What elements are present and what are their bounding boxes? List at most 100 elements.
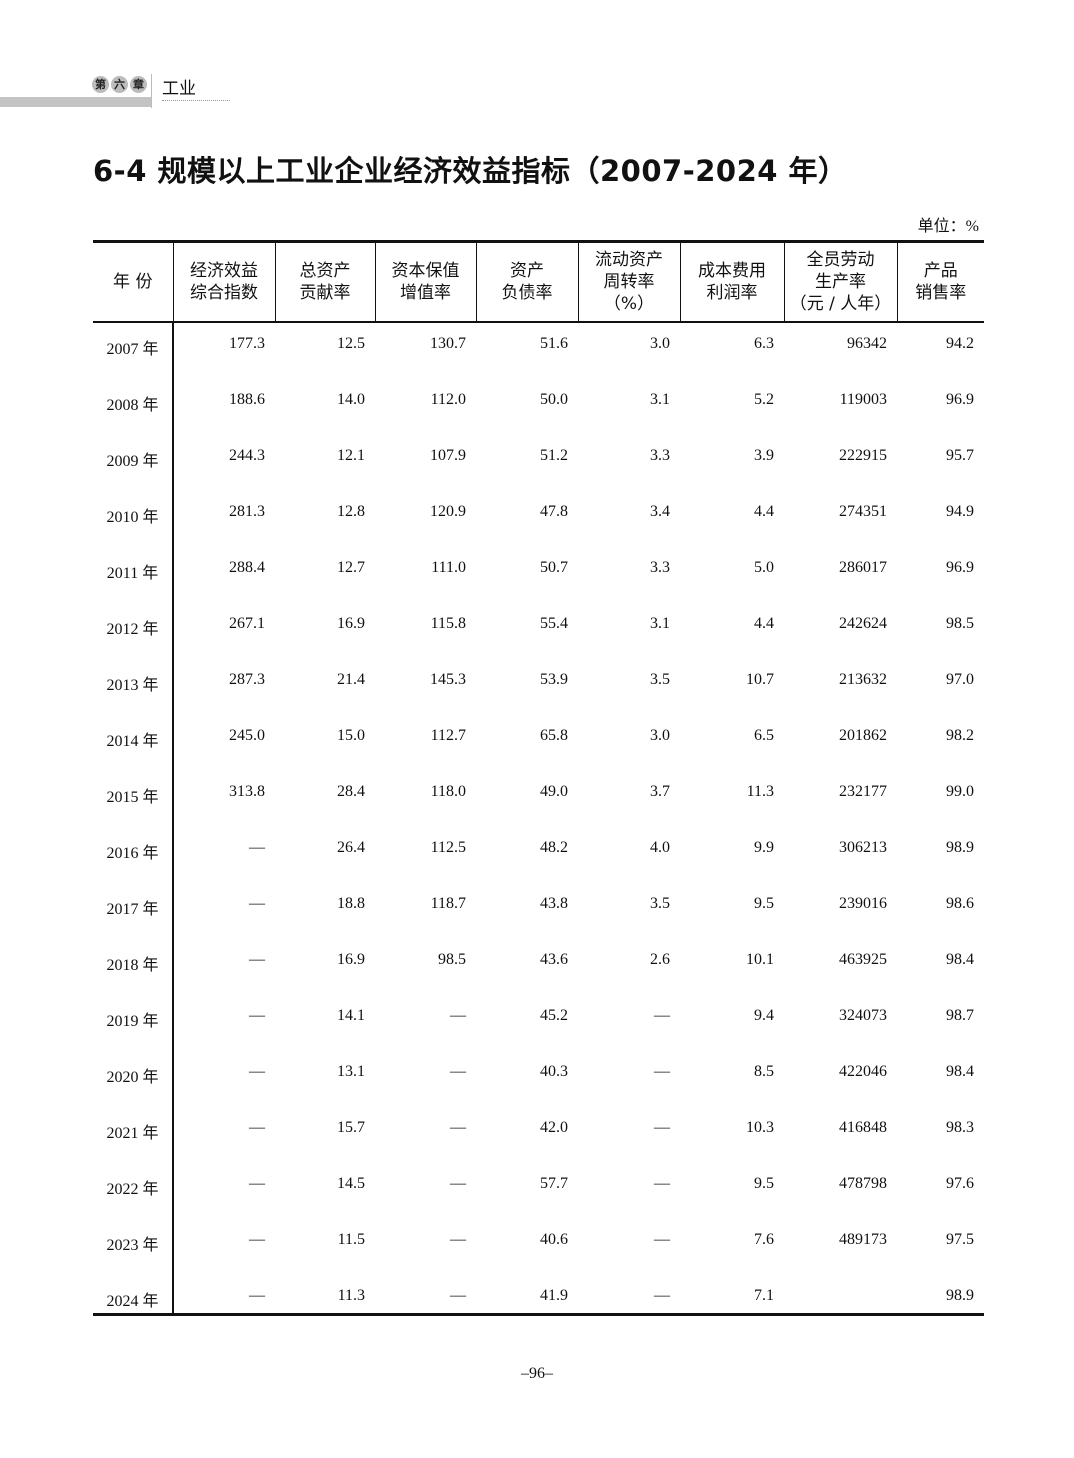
value-cell: 96.9 (946, 391, 974, 408)
value-cell: 3.3 (650, 559, 670, 576)
table-row: 2023 年 — 11.5 — 40.6 — 7.6 489173 97.5 (93, 1219, 984, 1275)
value-cell: 201862 (839, 727, 887, 744)
value-cell: 478798 (839, 1175, 887, 1192)
value-cell: 118.7 (430, 895, 466, 912)
table-row: 2008 年 188.6 14.0 112.0 50.0 3.1 5.2 119003 96.9 (93, 379, 984, 435)
value-cell: — (654, 1119, 670, 1136)
value-cell: 47.8 (540, 503, 568, 520)
value-cell: 3.5 (650, 895, 670, 912)
column-header-line: 资产 (510, 261, 544, 281)
value-cell: 43.8 (540, 895, 568, 912)
value-cell: 9.5 (754, 1175, 774, 1192)
value-cell: 12.1 (337, 447, 365, 464)
value-cell: — (450, 1231, 466, 1248)
header-separator (151, 74, 152, 108)
value-cell: 12.5 (337, 335, 365, 352)
table-row: 2021 年 — 15.7 — 42.0 — 10.3 416848 98.3 (93, 1107, 984, 1163)
value-cell: — (249, 1007, 265, 1024)
value-cell: — (249, 951, 265, 968)
value-cell: 49.0 (540, 783, 568, 800)
column-header: 资产 负债率 (475, 241, 578, 323)
value-cell: 98.4 (946, 1063, 974, 1080)
value-cell: 239016 (839, 895, 887, 912)
value-cell: 4.4 (754, 503, 774, 520)
value-cell: 177.3 (229, 335, 265, 352)
page-title: 6-4 规模以上工业企业经济效益指标（2007-2024 年） (93, 154, 848, 188)
value-cell: 57.7 (540, 1175, 568, 1192)
value-cell: 94.2 (946, 335, 974, 352)
column-header-line: 成本费用 (698, 261, 766, 281)
table-row: 2018 年 — 16.9 98.5 43.6 2.6 10.1 463925 98.4 (93, 939, 984, 995)
value-cell: 111.0 (431, 559, 466, 576)
table-row: 2007 年 177.3 12.5 130.7 51.6 3.0 6.3 96342 94.2 (93, 322, 984, 379)
value-cell: 7.6 (754, 1231, 774, 1248)
table-row: 2024 年 — 11.3 — 41.9 — 7.1 98.9 (93, 1275, 984, 1315)
value-cell: 286017 (839, 559, 887, 576)
value-cell: 41.9 (540, 1287, 568, 1304)
value-cell: 12.7 (337, 559, 365, 576)
value-cell: 50.0 (540, 391, 568, 408)
value-cell: 2.6 (650, 951, 670, 968)
unit-label: 单位：% (917, 218, 979, 235)
table-row: 2019 年 — 14.1 — 45.2 — 9.4 324073 98.7 (93, 995, 984, 1051)
value-cell: 115.8 (430, 615, 466, 632)
value-cell: 463925 (839, 951, 887, 968)
column-header-line: 综合指数 (190, 283, 258, 303)
value-cell: 16.9 (337, 951, 365, 968)
value-cell: 98.9 (946, 1287, 974, 1304)
column-header-line: 总资产 (299, 261, 351, 281)
year-cell: 2021 年 (93, 1107, 174, 1163)
value-cell: 55.4 (540, 615, 568, 632)
year-cell: 2016 年 (93, 827, 174, 883)
value-cell: 188.6 (229, 391, 265, 408)
value-cell: 3.1 (650, 615, 670, 632)
value-cell: 324073 (839, 1007, 887, 1024)
year-cell: 2008 年 (93, 379, 174, 435)
column-header-line: 负债率 (501, 283, 553, 303)
column-header-line: （%） (603, 294, 655, 314)
value-cell: 7.1 (754, 1287, 774, 1304)
value-cell: 51.6 (540, 335, 568, 352)
value-cell: 45.2 (540, 1007, 568, 1024)
value-cell: 98.7 (946, 1007, 974, 1024)
value-cell: 48.2 (540, 839, 568, 856)
value-cell: 3.9 (754, 447, 774, 464)
table-row: 2014 年 245.0 15.0 112.7 65.8 3.0 6.5 201862 98.2 (93, 715, 984, 771)
value-cell: 98.6 (946, 895, 974, 912)
value-cell: 3.5 (650, 671, 670, 688)
year-cell: 2020 年 (93, 1051, 174, 1107)
value-cell: 8.5 (754, 1063, 774, 1080)
value-cell: 489173 (839, 1231, 887, 1248)
value-cell: 18.8 (337, 895, 365, 912)
value-cell: — (450, 1063, 466, 1080)
year-cell: 2017 年 (93, 883, 174, 939)
value-cell: — (654, 1007, 670, 1024)
year-cell: 2022 年 (93, 1163, 174, 1219)
value-cell: — (450, 1007, 466, 1024)
column-header-line: 销售率 (915, 283, 967, 303)
table-row: 2015 年 313.8 28.4 118.0 49.0 3.7 11.3 232177 99.… (93, 771, 984, 827)
section-label: 工业 (162, 74, 230, 101)
value-cell: 97.5 (946, 1231, 974, 1248)
value-cell: 11.3 (337, 1287, 365, 1304)
value-cell: 14.5 (337, 1175, 365, 1192)
page-number: –96– (521, 1365, 553, 1382)
value-cell: 97.0 (946, 671, 974, 688)
chapter-label: 第 六 章 (92, 76, 147, 93)
value-cell: 9.9 (754, 839, 774, 856)
chapter-char: 章 (130, 76, 147, 93)
value-cell: 274351 (839, 503, 887, 520)
value-cell: 15.0 (337, 727, 365, 744)
value-cell: 11.5 (337, 1231, 365, 1248)
year-cell: 2018 年 (93, 939, 174, 995)
column-header-line: 年 份 (113, 272, 153, 292)
value-cell: 12.8 (337, 503, 365, 520)
value-cell: 112.5 (430, 839, 466, 856)
value-cell: 130.7 (430, 335, 466, 352)
column-header-line: 全员劳动 (806, 250, 875, 270)
table-row: 2012 年 267.1 16.9 115.8 55.4 3.1 4.4 242624 98.5 (93, 603, 984, 659)
value-cell: 98.5 (946, 615, 974, 632)
value-cell: 5.2 (754, 391, 774, 408)
indicators-table: 年 份经济效益 综合指数 总资产 贡献率 资本保值 增值率 资产 负债率 流动资产 周转率 （%）成… (93, 240, 984, 1316)
value-cell: 10.1 (746, 951, 774, 968)
